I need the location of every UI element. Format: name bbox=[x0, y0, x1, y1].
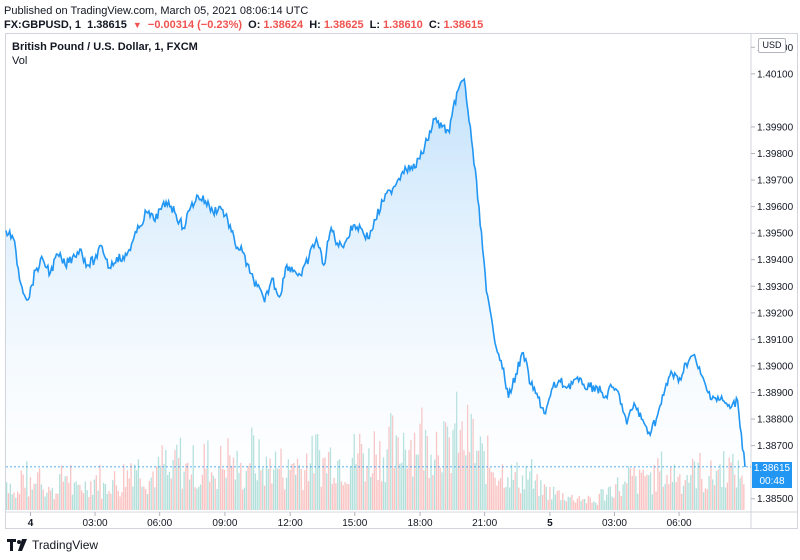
price-tick-label: 1.39500 bbox=[757, 229, 794, 240]
price-tick-label: 1.38500 bbox=[757, 494, 794, 505]
price-tick-label: 1.38800 bbox=[757, 415, 794, 426]
chart-legend: British Pound / U.S. Dollar, 1, FXCM Vol bbox=[12, 40, 198, 68]
down-arrow-icon: ▼ bbox=[132, 20, 142, 30]
last-price: 1.38615 bbox=[87, 19, 127, 31]
price-tick-label: 1.38900 bbox=[757, 388, 794, 399]
chart-frame bbox=[5, 33, 798, 529]
price-series-line bbox=[5, 77, 746, 467]
time-tick-label: 06:00 bbox=[147, 518, 172, 529]
symbol: FX:GBPUSD, 1 bbox=[4, 19, 82, 31]
price-tick-label: 1.40100 bbox=[757, 69, 794, 80]
published-line: Published on TradingView.com, March 05, … bbox=[4, 5, 309, 17]
low-label: L: bbox=[369, 19, 381, 31]
price-tick-label: 1.39000 bbox=[757, 361, 794, 372]
price-tick-label: 1.39300 bbox=[757, 282, 794, 293]
time-tick-label: 03:00 bbox=[83, 518, 108, 529]
time-tick-label: 21:00 bbox=[472, 518, 497, 529]
time-tick-label: 03:00 bbox=[602, 518, 627, 529]
price-tick-label: 1.39600 bbox=[757, 202, 794, 213]
publish-header: Published on TradingView.com, March 05, … bbox=[0, 0, 800, 34]
high-label: H: bbox=[309, 19, 321, 31]
last-price-tag: 1.38615 00:48 bbox=[752, 461, 792, 488]
tradingview-logo[interactable]: TradingView bbox=[6, 538, 98, 552]
price-tick-label: 1.39800 bbox=[757, 149, 794, 160]
close-value: 1.38615 bbox=[443, 19, 484, 31]
time-tick-label: 15:00 bbox=[342, 518, 367, 529]
price-tick-label: 1.39400 bbox=[757, 255, 794, 266]
time-tick-label: 06:00 bbox=[667, 518, 692, 529]
time-tick-label: 12:00 bbox=[278, 518, 303, 529]
high-value: 1.38625 bbox=[323, 19, 364, 31]
price-tick-label: 1.39900 bbox=[757, 122, 794, 133]
price-area-fill bbox=[6, 79, 745, 512]
low-value: 1.38610 bbox=[383, 19, 423, 31]
brand-name: TradingView bbox=[32, 538, 99, 552]
legend-vol: Vol bbox=[12, 55, 28, 67]
currency-button[interactable]: USD bbox=[758, 38, 786, 53]
bar-countdown: 00:48 bbox=[759, 475, 785, 487]
tradingview-logo-icon bbox=[7, 539, 27, 551]
time-tick-label: 09:00 bbox=[212, 518, 237, 529]
price-tick-label: 1.38700 bbox=[757, 441, 794, 452]
quote-line: FX:GBPUSD, 1 1.38615 ▼ −0.00314 (−0.23%)… bbox=[4, 18, 800, 32]
price-tick-label: 1.39200 bbox=[757, 308, 794, 319]
open-value: 1.38624 bbox=[263, 19, 304, 31]
time-tick-label: 5 bbox=[547, 518, 553, 529]
legend-title: British Pound / U.S. Dollar, 1, FXCM bbox=[12, 41, 198, 53]
time-tick-label: 4 bbox=[28, 518, 34, 529]
time-tick-label: 18:00 bbox=[408, 518, 433, 529]
price-change: −0.00314 (−0.23%) bbox=[147, 19, 243, 31]
price-tick-label: 1.39700 bbox=[757, 176, 794, 187]
price-tick-label: 1.39100 bbox=[757, 335, 794, 346]
close-label: C: bbox=[428, 19, 441, 31]
open-label: O: bbox=[248, 19, 261, 31]
last-price-tag-value: 1.38615 bbox=[753, 462, 791, 474]
